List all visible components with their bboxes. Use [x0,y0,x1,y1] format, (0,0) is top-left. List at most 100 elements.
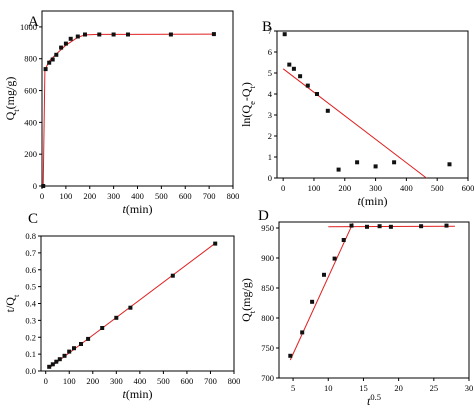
y-tick-label: 800 [261,313,274,323]
x-tick-label: 300 [110,376,123,386]
data-point [50,362,55,367]
data-point [50,57,55,62]
y-tick-label: 950 [261,223,274,233]
data-point [168,32,173,37]
x-axis-label: t(min) [122,387,152,401]
y-tick-label: 0.5 [25,282,36,292]
y-axis-label: t/Qt [3,294,21,312]
data-point [355,160,360,165]
x-tick-label: 700 [204,376,217,386]
x-tick-label: 200 [83,191,96,201]
x-tick-label: 25 [430,383,439,393]
data-point [419,224,424,229]
data-point [373,164,378,169]
x-tick-label: 500 [431,183,444,193]
x-tick-label: 100 [63,376,76,386]
panel-label: D [258,208,269,224]
data-point [211,32,216,37]
data-point [126,32,130,37]
data-point [43,67,48,72]
data-point [392,160,397,165]
data-point [213,241,218,246]
x-tick-label: 500 [157,376,170,386]
data-point [377,224,382,229]
data-point [67,349,72,354]
panel-C: 0 100 200 300 400 500 600 700 800 0.0 0.1 0.2 0.3 0.4… [3,211,240,401]
y-axis-label: Qt(mg/g) [3,77,21,121]
data-point [282,32,287,37]
data-point [315,92,319,96]
x-tick-label: 10 [324,383,333,393]
data-point [365,224,369,229]
data-point [97,32,102,37]
panel-label: A [28,14,39,30]
x-tick-label: 600 [462,183,474,193]
fit-line [42,33,214,187]
x-tick-label: 400 [400,183,413,193]
y-tick-label: 6 [268,47,272,57]
data-point [325,108,330,113]
x-tick-label: 400 [131,191,144,201]
y-tick-label: 600 [24,86,37,96]
x-tick-label: 100 [60,191,73,201]
data-point [388,224,393,229]
fit-line [282,68,427,179]
data-point [47,364,52,369]
x-tick-label: 700 [203,191,216,201]
y-tick-label: 1000 [20,22,37,32]
x-tick-label: 600 [181,376,194,386]
data-point [72,346,76,351]
y-axis-label: Qt(mg/g) [239,278,257,322]
data-point [54,52,59,57]
data-point [47,60,52,65]
data-point [305,83,310,88]
data-point [300,330,305,335]
x-tick-label: 100 [308,183,321,193]
data-point [444,223,449,228]
x-tick-label: 0 [40,191,44,201]
data-point [83,32,87,37]
data-point [291,66,296,71]
y-axis-label: ln(Qe-Qt) [239,82,257,127]
x-tick-label: 200 [86,376,99,386]
y-tick-label: 850 [261,283,274,293]
data-point [41,184,46,188]
y-tick-label: 0.8 [25,231,36,241]
y-tick-label: 7 [268,26,272,36]
x-tick-label: 500 [155,191,168,201]
data-point [111,32,116,37]
data-point [75,34,80,39]
data-point [86,336,91,341]
x-tick-label: 800 [227,191,240,201]
y-tick-label: 2 [268,131,272,141]
data-point [336,167,341,172]
y-tick-label: 0.0 [25,366,36,376]
x-tick-label: 15 [359,383,368,393]
data-point [287,62,292,67]
y-tick-label: 700 [261,373,274,383]
y-tick-label: 4 [268,89,273,99]
data-point [298,74,303,79]
y-tick-label: 0 [33,181,37,191]
data-point [63,41,68,46]
x-axis-label: t0.5 [367,392,381,408]
y-tick-label: 200 [24,149,37,159]
x-tick-label: 30 [465,383,474,393]
data-point [68,36,73,41]
plot-frame [276,30,469,179]
x-tick-label: 200 [338,183,351,193]
y-tick-label: 0.1 [25,349,36,359]
y-tick-label: 0.7 [25,248,36,258]
panel-A: 0 100 200 300 400 500 600 700 800 0 200 400 600 800 10… [3,10,240,216]
data-point [349,223,354,228]
data-point [57,357,62,362]
fit-line [289,222,354,361]
y-tick-label: 0 [268,173,272,183]
x-axis-label: t(min) [357,194,387,208]
data-point [62,353,67,358]
plot-frame [278,221,470,379]
data-point [59,45,64,50]
x-axis-label: t(min) [122,202,152,216]
